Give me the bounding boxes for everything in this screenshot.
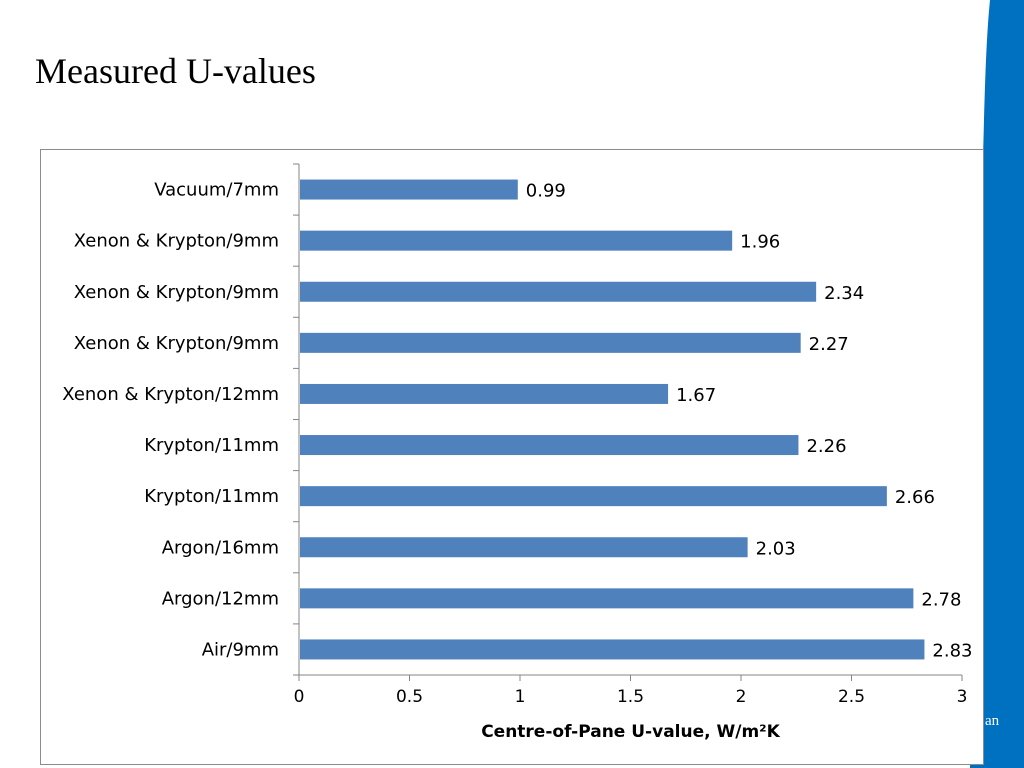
chart-axes [293,163,963,681]
chart-bars [300,179,925,660]
bar [300,435,799,456]
chart-labels: 0 0.5 1 1.5 2 2.5 3 Vacuum/7mm 0.99 Xenon & Krypt… [62,180,972,707]
bar [300,383,669,404]
category-label: Argon/16mm [162,537,279,558]
bar [300,588,914,609]
category-label: Xenon & Krypton/9mm [74,282,279,303]
category-label: Xenon & Krypton/12mm [62,384,279,405]
chart-frame: 0 0.5 1 1.5 2 2.5 3 Vacuum/7mm 0.99 Xenon & Krypt… [40,149,984,765]
data-label: 1.67 [676,385,716,406]
data-label: 2.03 [756,538,796,559]
data-label: 0.99 [526,181,566,202]
bar [300,230,733,251]
x-tick-label: 1 [515,687,526,707]
category-label: Air/9mm [202,639,279,660]
data-label: 2.26 [806,436,846,457]
category-label: Vacuum/7mm [154,180,279,201]
x-tick-label: 0.5 [396,687,423,707]
bar [300,639,925,660]
bar [300,332,801,353]
category-label: Argon/12mm [162,588,279,609]
category-label: Xenon & Krypton/9mm [74,333,279,354]
data-label: 2.66 [895,487,935,508]
data-label: 2.34 [824,283,864,304]
bar [300,537,748,558]
x-tick-label: 2.5 [838,687,865,707]
x-axis-title: Centre-of-Pane U-value, W/m²K [481,722,780,742]
slide-title: Measured U-values [35,51,316,91]
x-tick-label: 1.5 [617,687,644,707]
data-label: 2.27 [809,334,849,355]
data-label: 1.96 [740,232,780,253]
category-label: Krypton/11mm [144,435,279,456]
data-label: 2.83 [932,640,972,661]
x-tick-label: 3 [957,687,968,707]
data-label: 2.78 [921,589,961,610]
bar [300,486,887,507]
x-tick-label: 2 [736,687,747,707]
slide-edge-text: an [985,713,1000,729]
bar [300,281,817,302]
category-label: Krypton/11mm [144,486,279,507]
bar [300,179,518,200]
category-label: Xenon & Krypton/9mm [74,231,279,252]
x-tick-label: 0 [294,687,305,707]
bar-chart: 0 0.5 1 1.5 2 2.5 3 Vacuum/7mm 0.99 Xenon & Krypt… [62,163,973,742]
